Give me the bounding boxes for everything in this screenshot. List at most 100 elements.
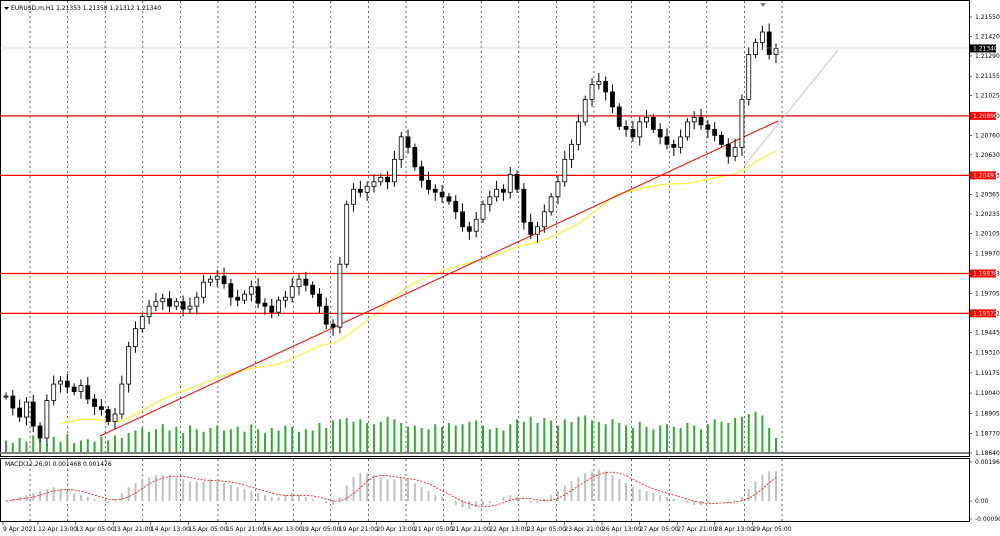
macd-bar: [236, 487, 239, 502]
channel-line[interactable]: [744, 49, 839, 166]
macd-panel[interactable]: [0, 458, 970, 522]
price-label: 1.19175: [975, 370, 1000, 377]
macd-bar: [611, 475, 614, 502]
candle-body: [719, 134, 724, 145]
volume-bar: [631, 428, 634, 453]
candle-body: [501, 188, 506, 193]
candle-body: [378, 176, 384, 183]
macd-bar: [720, 501, 723, 502]
candle-body: [153, 301, 159, 307]
current-price-label: 1.21340: [973, 45, 998, 52]
macd-bar: [372, 475, 375, 502]
candle-body: [146, 305, 152, 318]
volume-bar: [141, 428, 144, 453]
macd-bar: [209, 479, 212, 502]
price-panel[interactable]: [0, 0, 970, 457]
volume-bar: [188, 425, 191, 453]
candle-body: [698, 116, 704, 126]
candle-body: [51, 383, 57, 401]
macd-bar: [393, 479, 396, 502]
volume-bar: [713, 419, 716, 453]
volume-bar: [447, 423, 450, 453]
candle-body: [71, 386, 77, 392]
macd-bar: [120, 493, 123, 502]
volume-bar: [652, 429, 655, 453]
candle-body: [480, 203, 486, 220]
candle-body: [105, 409, 111, 422]
volume-bar: [73, 443, 76, 453]
candle-body: [589, 84, 595, 100]
candle-body: [64, 380, 70, 388]
macd-bar: [604, 471, 607, 502]
volume-bar: [223, 430, 226, 453]
candle-body: [732, 146, 738, 157]
trend-line[interactable]: [99, 120, 779, 437]
macd-bar: [625, 483, 628, 502]
candle-body: [92, 398, 97, 407]
volume-bar: [11, 443, 14, 453]
candle-body: [255, 286, 261, 304]
candle-body: [10, 395, 16, 409]
macd-bar: [45, 489, 48, 502]
candle-body: [507, 173, 513, 193]
price-label: 1.21420: [975, 33, 1000, 40]
volume-bar: [468, 421, 471, 453]
macd-bar: [175, 477, 178, 502]
macd-bar: [761, 475, 764, 502]
triangle-down-icon[interactable]: [4, 7, 9, 10]
volume-bar: [516, 419, 519, 453]
volume-bar: [740, 416, 743, 453]
horizontal-levels[interactable]: [0, 115, 969, 314]
volume-bar: [127, 433, 130, 453]
volume-bar: [509, 424, 512, 453]
macd-bar: [734, 501, 737, 502]
macd-bar: [79, 495, 82, 502]
volume-bar: [611, 419, 614, 453]
volume-bar: [5, 440, 7, 453]
macd-histogram: [5, 469, 777, 509]
candle-body: [610, 91, 615, 108]
candle-body: [494, 188, 500, 198]
macd-bar: [168, 475, 171, 502]
macd-bar: [693, 501, 696, 506]
macd-bar: [148, 477, 151, 502]
volume-bar: [209, 428, 212, 453]
macd-bar: [11, 499, 14, 502]
volume-bar: [66, 434, 69, 453]
volume-bar: [148, 431, 151, 453]
price-label: 1.19445: [975, 329, 1000, 336]
macd-bar: [597, 469, 600, 502]
time-label: 21 Apr 05:00: [414, 526, 453, 533]
time-label: 12 Apr 13:00: [38, 526, 77, 533]
volume-bar: [379, 421, 382, 453]
volume-bar: [338, 419, 341, 453]
candle-body: [351, 188, 356, 205]
volume-bar: [475, 420, 478, 453]
candle-body: [310, 284, 316, 295]
volume-bar: [270, 428, 273, 453]
scroll-marker-icon[interactable]: [760, 3, 766, 7]
macd-bar: [304, 497, 307, 502]
candle-body: [555, 181, 561, 198]
volume-bar: [604, 424, 607, 453]
macd-bar: [386, 479, 389, 502]
volume-bar: [529, 416, 532, 453]
macd-bar: [250, 491, 253, 502]
time-label: 22 Apr 13:00: [489, 526, 528, 533]
volume-bar: [393, 419, 396, 453]
candle-body: [746, 54, 752, 100]
volume-bar: [700, 429, 703, 453]
volume-bar: [618, 423, 621, 453]
volume-bar: [720, 421, 723, 453]
volume-bar: [659, 425, 662, 453]
macd-bar: [127, 487, 130, 502]
candle-body: [37, 425, 43, 439]
candle-body: [228, 283, 234, 298]
candle-body: [637, 121, 643, 138]
candle-body: [419, 166, 425, 181]
candle-body: [30, 401, 36, 427]
candle-body: [405, 136, 411, 148]
level-tag: [970, 269, 996, 278]
